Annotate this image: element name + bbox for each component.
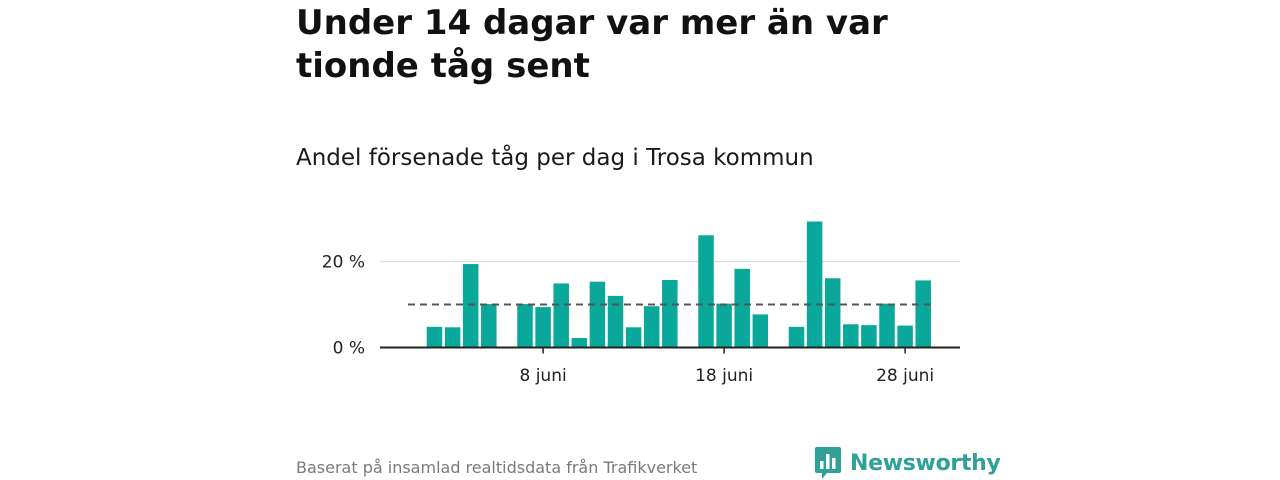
bar bbox=[444, 327, 461, 348]
x-tick-label: 18 juni bbox=[695, 366, 753, 386]
x-tick-label: 28 juni bbox=[876, 366, 934, 386]
bar bbox=[481, 304, 497, 348]
bar bbox=[462, 264, 479, 348]
bar bbox=[643, 306, 660, 348]
y-tick-label: 20 % bbox=[322, 253, 365, 273]
axes: 0 % 20 % 8 juni 18 juni 28 juni bbox=[322, 253, 960, 386]
chart-subtitle: Andel försenade tåg per dag i Trosa komm… bbox=[296, 145, 814, 171]
bar bbox=[861, 325, 877, 348]
bar bbox=[625, 327, 642, 348]
source-note: Baserat på insamlad realtidsdata från Tr… bbox=[296, 458, 698, 477]
bar bbox=[517, 304, 533, 348]
x-tick-label: 8 juni bbox=[519, 366, 566, 386]
bar bbox=[824, 278, 841, 348]
bar bbox=[806, 221, 823, 348]
bar bbox=[426, 326, 443, 348]
bar bbox=[698, 235, 714, 348]
bar bbox=[662, 279, 678, 348]
y-tick-label: 0 % bbox=[333, 339, 365, 359]
bar bbox=[788, 326, 805, 348]
chart-title: Under 14 dagar var mer än var tionde tåg… bbox=[296, 3, 888, 86]
bars bbox=[426, 221, 931, 348]
bar bbox=[879, 303, 895, 348]
bar bbox=[843, 324, 859, 348]
bar bbox=[535, 307, 551, 348]
brand-name: Newsworthy bbox=[850, 450, 1001, 476]
bar-chart: 0 % 20 % 8 juni 18 juni 28 juni bbox=[322, 221, 960, 386]
bar bbox=[752, 314, 769, 348]
bar bbox=[915, 280, 931, 348]
bar bbox=[716, 303, 732, 348]
newsworthy-logo-icon bbox=[815, 447, 841, 479]
bar bbox=[553, 283, 569, 348]
bar bbox=[571, 338, 588, 348]
bar bbox=[607, 295, 624, 348]
bar bbox=[734, 268, 750, 348]
bar bbox=[589, 281, 606, 348]
bar bbox=[897, 325, 913, 348]
brand-logo[interactable]: Newsworthy bbox=[814, 446, 1001, 480]
